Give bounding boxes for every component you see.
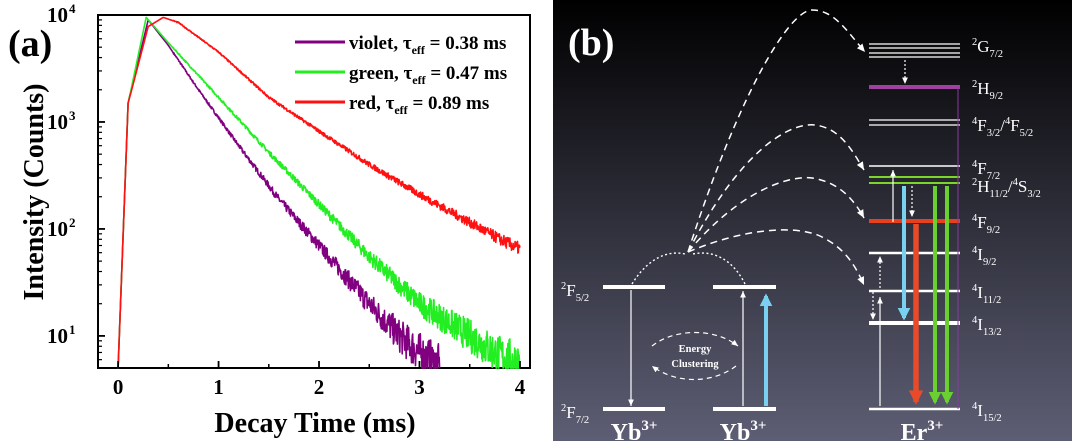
plot-frame bbox=[97, 14, 531, 369]
x-tick-label: 1 bbox=[213, 375, 224, 399]
ion-label-yb: Yb3+ bbox=[720, 418, 767, 441]
ion-labels: Yb3+ Yb3+ Er3+ bbox=[611, 418, 944, 441]
er-level-label-9: 4I15/2 bbox=[972, 401, 1002, 424]
panel-b-energy-diagram: (b) Energy Clustering bbox=[553, 0, 1072, 441]
er-level-label-4: 2H11/2/4S3/2 bbox=[972, 177, 1041, 200]
legend-entry-red: red, τeff = 0.89 ms bbox=[349, 93, 489, 117]
x-tick-label: 3 bbox=[414, 375, 425, 399]
er-level-label-1: 2H9/2 bbox=[972, 79, 1003, 102]
ion-label-yb: Yb3+ bbox=[611, 418, 658, 441]
series-line-red bbox=[117, 16, 521, 369]
energy-clustering-line2: Clustering bbox=[671, 359, 719, 370]
x-axis-label: Decay Time (ms) bbox=[214, 408, 415, 439]
y-tick-exponent: 4 bbox=[69, 1, 76, 16]
yb1-transfer-dots bbox=[631, 252, 686, 285]
legend-entry-violet: violet, τeff = 0.38 ms bbox=[349, 33, 506, 57]
er-level-label-6: 4I9/2 bbox=[972, 245, 996, 268]
yb2-transfer-dots bbox=[692, 252, 746, 285]
diagram-background bbox=[553, 0, 1072, 441]
yb-level-label-2F7-2: 2F7/2 bbox=[561, 403, 589, 426]
transfer-arc-2G7-2 bbox=[687, 9, 866, 253]
y-tick-label: 10 bbox=[47, 217, 68, 241]
er-levels bbox=[869, 43, 960, 411]
er-level-label-3: 4F7/2 bbox=[972, 159, 1000, 182]
er-level-label-2: 4F3/2/4F5/2 bbox=[972, 116, 1033, 139]
x-tick-label: 2 bbox=[314, 375, 325, 399]
y-tick-label: 10 bbox=[47, 324, 68, 348]
y-axis-label: Intensity (Counts) bbox=[19, 83, 50, 300]
panel-b-label: (b) bbox=[568, 22, 614, 64]
series-line-violet bbox=[117, 19, 441, 369]
er-level-label-7: 4I11/2 bbox=[972, 283, 1001, 306]
er-level-label-8: 4I13/2 bbox=[972, 315, 1002, 338]
er-level-label-0: 2G7/2 bbox=[972, 37, 1003, 60]
y-tick-exponent: 1 bbox=[69, 322, 76, 337]
legend-entry-green: green, τeff = 0.47 ms bbox=[349, 63, 507, 87]
y-tick-exponent: 2 bbox=[69, 215, 76, 230]
chart-legend: violet, τeff = 0.38 ms green, τeff = 0.47… bbox=[295, 33, 507, 117]
yb-level-labels: 2F5/2 2F7/2 bbox=[561, 281, 589, 426]
ion-label-er: Er3+ bbox=[901, 418, 944, 441]
series-line-green bbox=[117, 16, 521, 369]
transfer-arc-4F7-2 bbox=[687, 124, 865, 253]
transfer-arc-4I11-2 bbox=[687, 229, 865, 286]
y-tick-exponent: 3 bbox=[69, 108, 76, 123]
x-tick-label: 4 bbox=[515, 375, 526, 399]
y-tick-label: 10 bbox=[47, 110, 68, 134]
transfer-arc-4F9-2 bbox=[687, 176, 865, 253]
panel-a-label: (a) bbox=[8, 23, 52, 65]
y-tick-label: 10 bbox=[47, 3, 68, 27]
x-tick-label: 0 bbox=[113, 375, 124, 399]
decay-curves bbox=[117, 16, 521, 369]
er-level-label-5: 4F9/2 bbox=[972, 213, 1000, 236]
energy-clustering-line1: Energy bbox=[679, 344, 712, 355]
yb-level-label-2F5-2: 2F5/2 bbox=[561, 281, 589, 304]
energy-clustering-loop: Energy Clustering bbox=[651, 331, 739, 381]
